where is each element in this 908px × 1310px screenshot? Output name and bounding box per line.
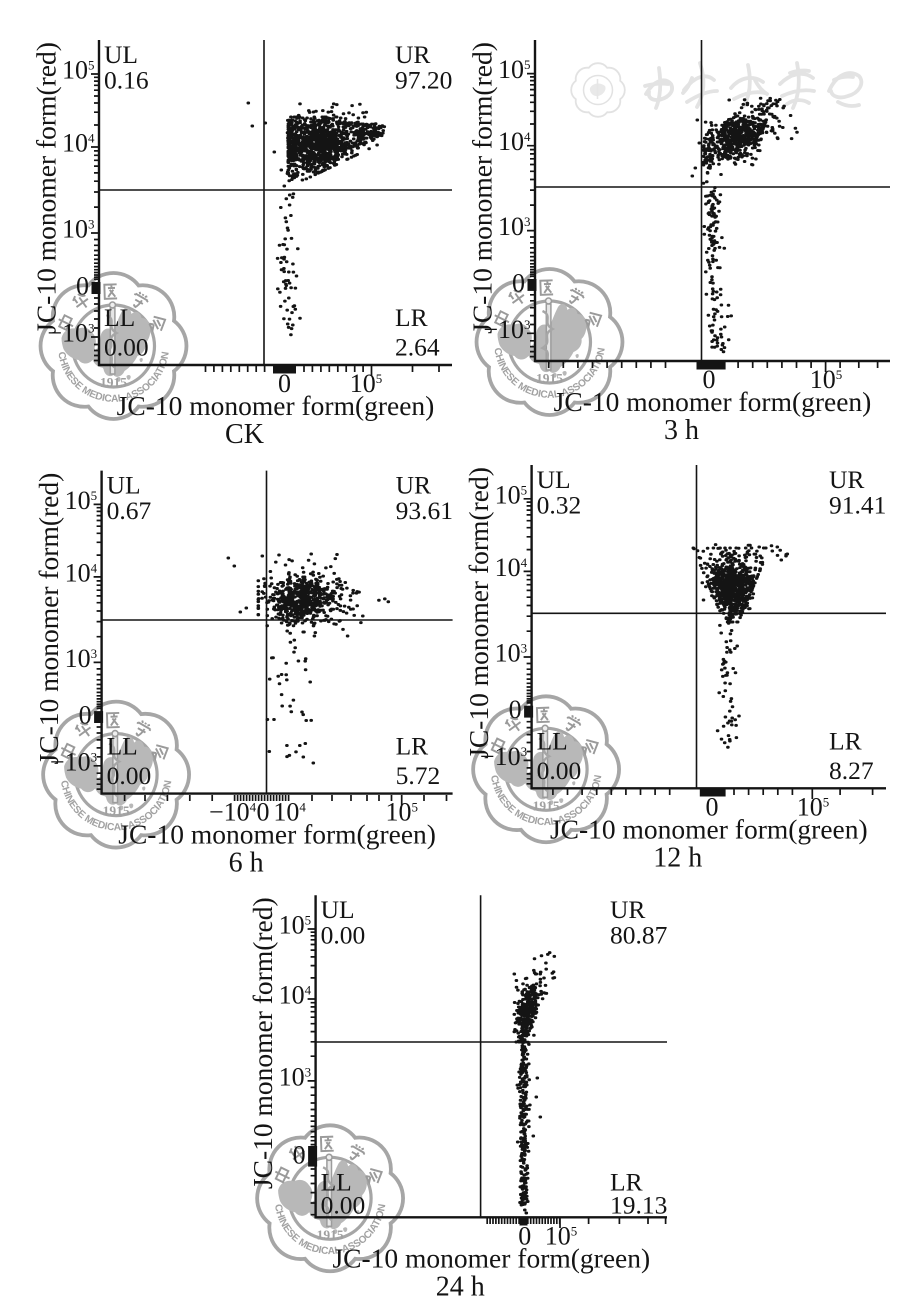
svg-text:JC-10 monomer form(green): JC-10 monomer form(green) (118, 819, 436, 850)
svg-text:UL: UL (104, 40, 138, 69)
svg-text:JC-10 monomer form(green): JC-10 monomer form(green) (332, 1242, 650, 1273)
svg-text:80.87: 80.87 (610, 921, 668, 950)
svg-text:97.20: 97.20 (395, 65, 452, 94)
svg-text:JC-10 monomer form(green): JC-10 monomer form(green) (554, 386, 872, 417)
svg-text:0.32: 0.32 (537, 490, 582, 519)
svg-text:0: 0 (76, 272, 89, 301)
svg-text:0: 0 (278, 369, 291, 398)
svg-text:LR: LR (610, 1167, 643, 1196)
svg-text:UL: UL (537, 465, 571, 494)
svg-text:LL: LL (321, 1167, 352, 1196)
svg-text:LR: LR (829, 726, 862, 755)
svg-text:0: 0 (257, 798, 270, 827)
svg-text:19.13: 19.13 (610, 1190, 667, 1219)
svg-text:0: 0 (512, 269, 525, 298)
svg-text:UR: UR (829, 465, 864, 494)
svg-text:JC-10 monomer form(green): JC-10 monomer form(green) (117, 390, 435, 421)
svg-text:103: 103 (62, 215, 95, 244)
svg-text:LR: LR (395, 303, 428, 332)
svg-text:93.61: 93.61 (396, 496, 453, 525)
svg-text:104: 104 (65, 558, 98, 587)
svg-text:UR: UR (396, 471, 431, 500)
svg-text:UR: UR (610, 895, 645, 924)
svg-text:0.00: 0.00 (321, 1190, 366, 1219)
svg-text:3 h: 3 h (664, 415, 699, 446)
svg-text:0: 0 (79, 701, 92, 730)
svg-text:5.72: 5.72 (396, 761, 441, 790)
svg-text:0: 0 (703, 365, 716, 394)
svg-text:0.00: 0.00 (107, 761, 152, 790)
svg-text:JC-10 monomer form(red): JC-10 monomer form(red) (463, 467, 494, 759)
svg-text:−103: −103 (483, 315, 530, 344)
svg-text:0.16: 0.16 (104, 65, 149, 94)
svg-text:UL: UL (321, 895, 355, 924)
svg-text:0.00: 0.00 (104, 333, 149, 362)
svg-text:0.00: 0.00 (321, 921, 366, 950)
svg-text:0: 0 (518, 1221, 531, 1250)
svg-text:JC-10 monomer form(red): JC-10 monomer form(red) (467, 42, 498, 334)
svg-text:0.00: 0.00 (537, 756, 582, 785)
svg-text:8.27: 8.27 (829, 756, 874, 785)
svg-text:UL: UL (107, 471, 141, 500)
svg-text:JC-10 monomer form(red): JC-10 monomer form(red) (33, 473, 64, 765)
svg-text:24 h: 24 h (436, 1271, 485, 1302)
svg-text:LL: LL (537, 726, 568, 755)
svg-text:JC-10 monomer form(red): JC-10 monomer form(red) (247, 897, 278, 1189)
svg-text:104: 104 (498, 127, 531, 156)
svg-text:0: 0 (706, 792, 719, 821)
svg-text:CK: CK (225, 419, 264, 450)
svg-text:LR: LR (396, 732, 429, 761)
svg-text:−103: −103 (480, 742, 527, 771)
svg-text:0: 0 (509, 695, 522, 724)
svg-text:−103: −103 (47, 319, 94, 348)
svg-text:JC-10 monomer form(green): JC-10 monomer form(green) (550, 813, 868, 844)
svg-text:12 h: 12 h (653, 842, 702, 873)
svg-text:−103: −103 (50, 747, 97, 776)
svg-text:JC-10 monomer form(red): JC-10 monomer form(red) (31, 42, 62, 334)
svg-text:91.41: 91.41 (829, 490, 886, 519)
svg-text:2.64: 2.64 (395, 333, 440, 362)
svg-text:LL: LL (107, 732, 138, 761)
svg-text:6 h: 6 h (229, 848, 264, 879)
svg-text:−104: −104 (209, 798, 257, 827)
svg-text:0: 0 (293, 1141, 306, 1170)
svg-text:0.67: 0.67 (107, 496, 152, 525)
svg-text:UR: UR (395, 40, 430, 69)
svg-text:LL: LL (104, 303, 135, 332)
